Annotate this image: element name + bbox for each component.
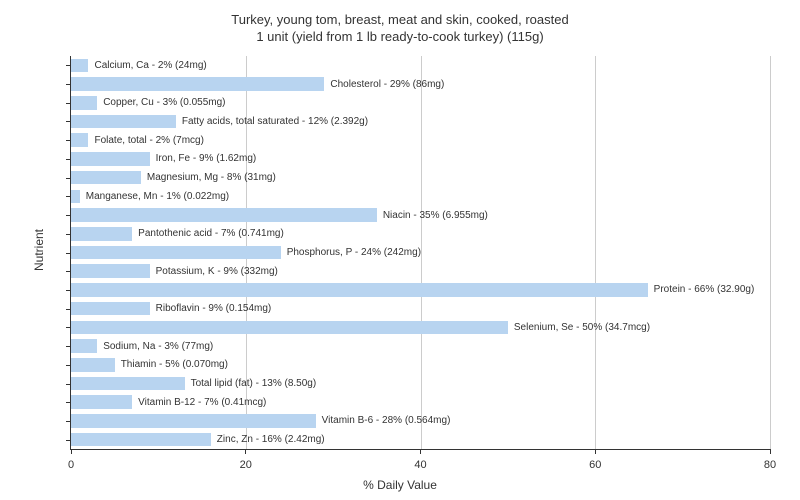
bar-row: Calcium, Ca - 2% (24mg) <box>71 59 770 72</box>
bar-label: Sodium, Na - 3% (77mg) <box>103 341 213 352</box>
x-tick <box>595 449 596 454</box>
bar-label: Magnesium, Mg - 8% (31mg) <box>147 172 276 183</box>
chart-title: Turkey, young tom, breast, meat and skin… <box>20 12 780 46</box>
bar <box>71 227 132 240</box>
x-tick <box>770 449 771 454</box>
bar-label: Copper, Cu - 3% (0.055mg) <box>103 97 225 108</box>
bar-row: Total lipid (fat) - 13% (8.50g) <box>71 377 770 390</box>
bar-label: Niacin - 35% (6.955mg) <box>383 210 488 221</box>
bar <box>71 246 281 259</box>
bar-row: Folate, total - 2% (7mcg) <box>71 133 770 146</box>
x-tick <box>420 449 421 454</box>
bar-row: Potassium, K - 9% (332mg) <box>71 264 770 277</box>
bar <box>71 115 176 128</box>
x-tick-label: 20 <box>240 459 252 471</box>
bar-label: Potassium, K - 9% (332mg) <box>156 266 278 277</box>
bar <box>71 133 88 146</box>
x-tick-label: 40 <box>414 459 426 471</box>
bar-label: Protein - 66% (32.90g) <box>654 284 755 295</box>
plot-area: 020406080Calcium, Ca - 2% (24mg)Choleste… <box>70 56 770 450</box>
bar-label: Zinc, Zn - 16% (2.42mg) <box>217 434 325 445</box>
bar-row: Copper, Cu - 3% (0.055mg) <box>71 96 770 109</box>
bar-label: Fatty acids, total saturated - 12% (2.39… <box>182 116 368 127</box>
bar <box>71 377 185 390</box>
bar-label: Pantothenic acid - 7% (0.741mg) <box>138 228 284 239</box>
bar-row: Zinc, Zn - 16% (2.42mg) <box>71 433 770 446</box>
bar-row: Vitamin B-6 - 28% (0.564mg) <box>71 414 770 427</box>
bar-row: Manganese, Mn - 1% (0.022mg) <box>71 190 770 203</box>
bar-row: Riboflavin - 9% (0.154mg) <box>71 302 770 315</box>
bar <box>71 358 115 371</box>
bar <box>71 171 141 184</box>
bar <box>71 339 97 352</box>
bar <box>71 208 377 221</box>
bar-label: Selenium, Se - 50% (34.7mcg) <box>514 322 650 333</box>
bar-label: Manganese, Mn - 1% (0.022mg) <box>86 191 229 202</box>
bar-row: Vitamin B-12 - 7% (0.41mcg) <box>71 395 770 408</box>
x-tick <box>245 449 246 454</box>
bar-row: Thiamin - 5% (0.070mg) <box>71 358 770 371</box>
bar-row: Pantothenic acid - 7% (0.741mg) <box>71 227 770 240</box>
title-line1: Turkey, young tom, breast, meat and skin… <box>231 12 568 27</box>
bar <box>71 395 132 408</box>
x-tick <box>71 449 72 454</box>
bar-label: Iron, Fe - 9% (1.62mg) <box>156 153 257 164</box>
bar-label: Thiamin - 5% (0.070mg) <box>121 359 228 370</box>
x-tick-label: 60 <box>589 459 601 471</box>
x-axis-label: % Daily Value <box>363 478 437 492</box>
bar-label: Riboflavin - 9% (0.154mg) <box>156 303 272 314</box>
x-tick-label: 80 <box>764 459 776 471</box>
bar <box>71 77 324 90</box>
bar-label: Total lipid (fat) - 13% (8.50g) <box>191 378 317 389</box>
bar <box>71 433 211 446</box>
bar-row: Magnesium, Mg - 8% (31mg) <box>71 171 770 184</box>
gridline <box>770 56 771 449</box>
bar <box>71 321 508 334</box>
bar-label: Cholesterol - 29% (86mg) <box>330 79 444 90</box>
bar <box>71 96 97 109</box>
bar-row: Cholesterol - 29% (86mg) <box>71 77 770 90</box>
bar <box>71 414 316 427</box>
bar-row: Selenium, Se - 50% (34.7mcg) <box>71 321 770 334</box>
bar-row: Iron, Fe - 9% (1.62mg) <box>71 152 770 165</box>
x-tick-label: 0 <box>68 459 74 471</box>
bar <box>71 264 150 277</box>
bar-row: Phosphorus, P - 24% (242mg) <box>71 246 770 259</box>
bar <box>71 190 80 203</box>
bar-label: Vitamin B-6 - 28% (0.564mg) <box>322 415 451 426</box>
bar-label: Folate, total - 2% (7mcg) <box>94 135 203 146</box>
bar <box>71 59 88 72</box>
bar <box>71 283 648 296</box>
title-line2: 1 unit (yield from 1 lb ready-to-cook tu… <box>256 29 543 44</box>
bar-label: Phosphorus, P - 24% (242mg) <box>287 247 421 258</box>
chart-container: Turkey, young tom, breast, meat and skin… <box>0 0 800 500</box>
y-axis-label: Nutrient <box>32 229 46 271</box>
bar-row: Protein - 66% (32.90g) <box>71 283 770 296</box>
bar-label: Vitamin B-12 - 7% (0.41mcg) <box>138 397 266 408</box>
bar <box>71 302 150 315</box>
bar <box>71 152 150 165</box>
bar-row: Niacin - 35% (6.955mg) <box>71 208 770 221</box>
bar-row: Sodium, Na - 3% (77mg) <box>71 339 770 352</box>
bar-row: Fatty acids, total saturated - 12% (2.39… <box>71 115 770 128</box>
bar-label: Calcium, Ca - 2% (24mg) <box>94 60 206 71</box>
